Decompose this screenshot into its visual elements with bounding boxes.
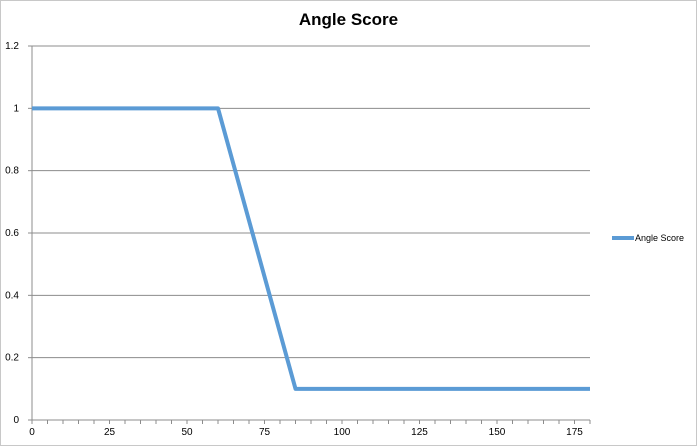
chart-title: Angle Score (298, 10, 399, 29)
y-tick-label: 0.4 (5, 290, 19, 301)
gridlines (32, 45, 590, 359)
x-tick-label: 125 (411, 427, 428, 438)
x-tick-label: 25 (104, 427, 116, 438)
y-tick-label: 0.6 (5, 228, 19, 239)
series-line-angle-score (32, 106, 590, 391)
x-tick-label: 75 (259, 427, 271, 438)
legend: Angle Score (612, 233, 684, 243)
x-tick-label: 175 (566, 427, 583, 438)
y-tick-label: 0 (13, 415, 19, 426)
x-axis-ticks: 0 25 50 75 100 125 150 175 (29, 420, 591, 438)
legend-swatch (612, 236, 634, 240)
x-tick-label: 0 (29, 427, 35, 438)
y-tick-label: 0.8 (5, 166, 19, 177)
y-tick-label: 1.2 (5, 41, 19, 52)
legend-label: Angle Score (635, 233, 685, 243)
series-layer (32, 106, 590, 391)
x-tick-label: 100 (334, 427, 351, 438)
x-tick-label: 150 (489, 427, 506, 438)
x-tick-label: 50 (181, 427, 193, 438)
y-tick-label: 0.2 (5, 353, 19, 364)
y-axis-ticks: 0 0.2 0.4 0.6 0.8 1 1.2 (5, 41, 32, 426)
y-tick-label: 1 (13, 103, 19, 114)
